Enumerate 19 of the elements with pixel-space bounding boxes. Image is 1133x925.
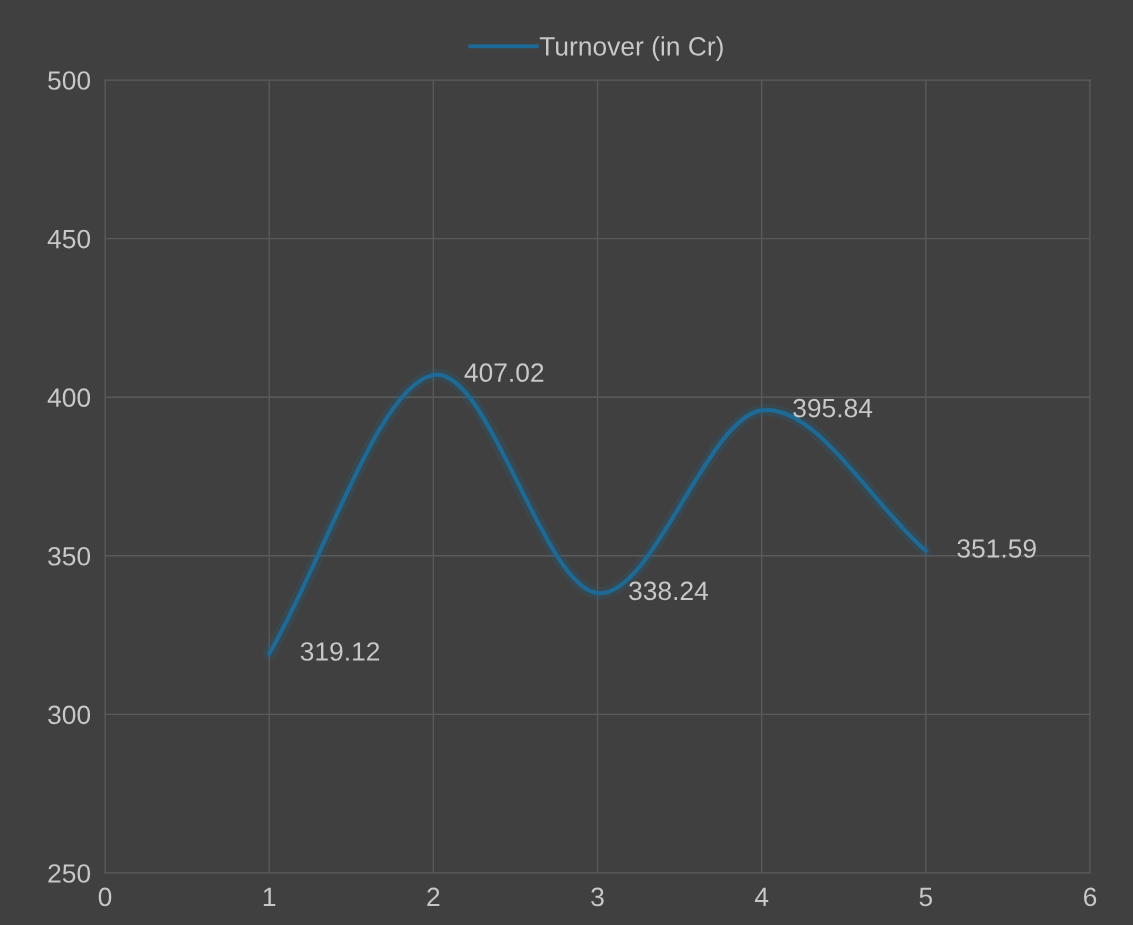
y-tick-label: 400 — [47, 388, 91, 408]
x-tick-label: 1 — [263, 887, 276, 907]
data-label: 407.02 — [464, 363, 544, 383]
y-tick-label: 350 — [48, 546, 91, 566]
x-tick-label: 2 — [427, 887, 440, 907]
data-label: 395.84 — [793, 398, 873, 418]
data-label: 351.59 — [957, 539, 1036, 558]
data-label: 338.24 — [629, 581, 708, 601]
data-label: 319.12 — [300, 642, 380, 661]
y-tick-label: 500 — [48, 71, 91, 90]
x-tick-label: 3 — [591, 887, 604, 907]
x-tick-label: 4 — [754, 887, 769, 907]
y-tick-label: 300 — [48, 705, 91, 725]
x-tick-label: 5 — [919, 887, 933, 907]
legend-label: Turnover (in Cr) — [539, 36, 723, 61]
x-tick-label: 6 — [1084, 887, 1097, 907]
x-tick-label: 0 — [98, 887, 112, 907]
y-tick-label: 450 — [47, 229, 91, 249]
y-tick-label: 250 — [48, 864, 91, 883]
